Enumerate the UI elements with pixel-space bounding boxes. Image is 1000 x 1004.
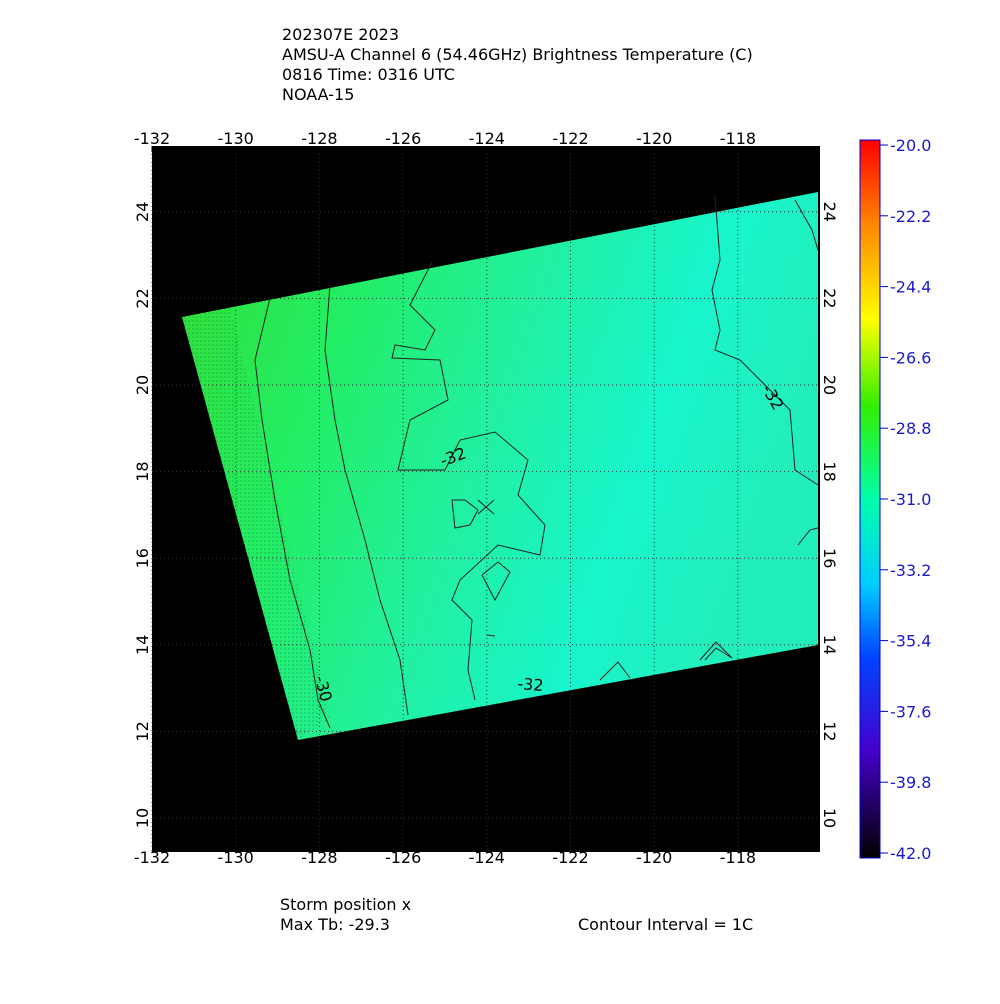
contours [254, 194, 819, 729]
lat-label-right: 16 [820, 548, 839, 568]
header-line: AMSU-A Channel 6 (54.46GHz) Brightness T… [282, 45, 753, 64]
lat-label-left: 10 [133, 808, 152, 828]
colorbar-label: -42.0 [890, 844, 931, 863]
lat-label-right: 22 [820, 288, 839, 308]
lat-label-left: 22 [133, 288, 152, 308]
lat-label-right: 24 [820, 202, 839, 222]
colorbar-label: -37.6 [890, 702, 931, 721]
lon-label-bottom: -132 [134, 848, 170, 867]
lon-label-top: -120 [636, 129, 672, 148]
lon-label-bottom: -128 [301, 848, 337, 867]
lon-label-bottom: -126 [385, 848, 421, 867]
grid [151, 146, 820, 852]
lat-label-left: 16 [133, 548, 152, 568]
lat-label-left: 20 [133, 375, 152, 395]
colorbar-label: -33.2 [890, 561, 931, 580]
swath [182, 192, 818, 740]
lat-label-left: 14 [133, 635, 152, 655]
colorbar-label: -22.2 [890, 207, 931, 226]
colorbar-label: -28.8 [890, 419, 931, 438]
lon-label-top: -132 [134, 129, 170, 148]
lat-label-right: 18 [820, 461, 839, 481]
header-line: 202307E 2023 [282, 25, 399, 44]
colorbar-label: -24.4 [890, 278, 931, 297]
colorbar: -20.0 -22.2 -24.4 -26.6 -28.8 -31.0 -33.2 -35.4… [859, 136, 931, 863]
lat-label-right: 10 [820, 808, 839, 828]
contour-interval: Contour Interval = 1C [578, 915, 753, 934]
lat-label-right: 20 [820, 375, 839, 395]
lat-label-left: 12 [133, 721, 152, 741]
lat-label-right: 14 [820, 635, 839, 655]
lon-label-bottom: -120 [636, 848, 672, 867]
lon-label-top: -128 [301, 129, 337, 148]
lon-label-bottom: -118 [720, 848, 756, 867]
colorbar-label: -26.6 [890, 348, 931, 367]
colorbar-label: -31.0 [890, 490, 931, 509]
lat-label-right: 12 [820, 721, 839, 741]
colorbar-label: -39.8 [890, 773, 931, 792]
lon-label-bottom: -130 [218, 848, 254, 867]
colorbar-scale [859, 139, 881, 859]
lat-label-left: 24 [133, 202, 152, 222]
lon-label-top: -126 [385, 129, 421, 148]
contour-label: -32 [517, 674, 545, 695]
lon-label-bottom: -122 [552, 848, 588, 867]
lon-label-top: -118 [720, 129, 756, 148]
colorbar-label: -20.0 [890, 136, 931, 155]
lon-label-top: -122 [552, 129, 588, 148]
max-tb: Max Tb: -29.3 [280, 915, 390, 934]
lon-label-top: -124 [469, 129, 505, 148]
lon-label-top: -130 [218, 129, 254, 148]
header-line: NOAA-15 [282, 85, 354, 104]
colorbar-label: -35.4 [890, 632, 931, 651]
storm-position: Storm position x [280, 895, 411, 914]
dense-contours [182, 307, 330, 740]
lon-label-bottom: -124 [469, 848, 505, 867]
header-line: 0816 Time: 0316 UTC [282, 65, 455, 84]
lat-label-left: 18 [133, 461, 152, 481]
